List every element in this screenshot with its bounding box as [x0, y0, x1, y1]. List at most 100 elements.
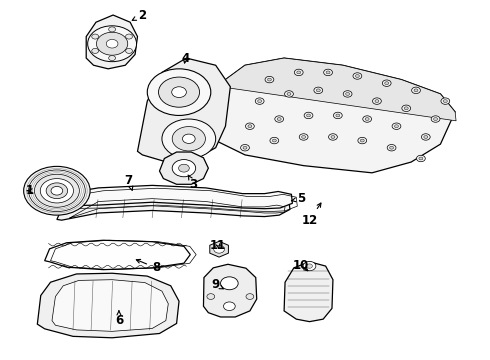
- Circle shape: [363, 116, 371, 122]
- Circle shape: [285, 91, 294, 97]
- Circle shape: [109, 55, 116, 60]
- Circle shape: [40, 179, 74, 203]
- Circle shape: [245, 123, 254, 130]
- Circle shape: [329, 134, 337, 140]
- Polygon shape: [203, 264, 257, 317]
- Polygon shape: [206, 58, 455, 173]
- Circle shape: [394, 125, 398, 128]
- Circle shape: [297, 71, 301, 74]
- Circle shape: [414, 89, 418, 92]
- Circle shape: [302, 135, 306, 138]
- Circle shape: [345, 93, 349, 95]
- Circle shape: [299, 134, 308, 140]
- Circle shape: [304, 112, 313, 119]
- Circle shape: [248, 125, 252, 128]
- Circle shape: [159, 77, 199, 107]
- Circle shape: [214, 245, 224, 253]
- Circle shape: [404, 107, 408, 110]
- Circle shape: [372, 98, 381, 104]
- Circle shape: [265, 76, 274, 83]
- Circle shape: [243, 146, 247, 149]
- Circle shape: [324, 69, 332, 76]
- Circle shape: [333, 112, 342, 119]
- Polygon shape: [210, 241, 228, 257]
- Circle shape: [382, 80, 391, 86]
- Circle shape: [431, 116, 440, 122]
- Text: 7: 7: [124, 174, 133, 190]
- Circle shape: [220, 277, 238, 290]
- Circle shape: [125, 48, 132, 53]
- Circle shape: [172, 87, 186, 98]
- Circle shape: [125, 34, 132, 39]
- Circle shape: [392, 123, 401, 130]
- Circle shape: [375, 100, 379, 103]
- Circle shape: [434, 118, 438, 121]
- Polygon shape: [54, 185, 293, 209]
- Polygon shape: [52, 280, 168, 331]
- Circle shape: [182, 134, 195, 143]
- Circle shape: [270, 137, 279, 144]
- Circle shape: [314, 87, 323, 94]
- Polygon shape: [138, 58, 230, 162]
- Circle shape: [424, 135, 428, 138]
- Circle shape: [106, 40, 118, 48]
- Circle shape: [97, 32, 128, 55]
- Circle shape: [307, 264, 313, 268]
- Polygon shape: [86, 15, 138, 69]
- Circle shape: [441, 98, 450, 104]
- Circle shape: [387, 144, 396, 151]
- Circle shape: [172, 127, 205, 151]
- Text: 11: 11: [210, 239, 226, 252]
- Text: 4: 4: [181, 51, 190, 64]
- Circle shape: [51, 186, 63, 195]
- Circle shape: [365, 118, 369, 121]
- Circle shape: [419, 157, 423, 160]
- Polygon shape: [45, 240, 190, 270]
- Text: 10: 10: [293, 259, 309, 272]
- Circle shape: [147, 69, 211, 116]
- Polygon shape: [284, 262, 333, 321]
- Circle shape: [331, 135, 335, 138]
- Circle shape: [317, 89, 320, 92]
- Circle shape: [443, 100, 447, 103]
- Circle shape: [336, 114, 340, 117]
- Circle shape: [355, 75, 359, 77]
- Circle shape: [358, 137, 367, 144]
- Circle shape: [287, 93, 291, 95]
- Circle shape: [343, 91, 352, 97]
- Circle shape: [258, 100, 262, 103]
- Text: 5: 5: [292, 192, 305, 205]
- Text: 3: 3: [188, 175, 198, 191]
- Circle shape: [255, 98, 264, 104]
- Circle shape: [172, 159, 196, 177]
- Circle shape: [412, 87, 420, 94]
- Circle shape: [241, 144, 249, 151]
- Text: 6: 6: [115, 311, 123, 327]
- Circle shape: [109, 27, 116, 32]
- Circle shape: [402, 105, 411, 112]
- Circle shape: [46, 183, 68, 199]
- Polygon shape: [37, 273, 179, 338]
- Circle shape: [178, 164, 189, 172]
- Circle shape: [326, 71, 330, 74]
- Polygon shape: [57, 194, 290, 220]
- Circle shape: [28, 170, 85, 212]
- Circle shape: [268, 78, 271, 81]
- Circle shape: [88, 26, 137, 62]
- Circle shape: [360, 139, 364, 142]
- Circle shape: [246, 294, 254, 300]
- Circle shape: [275, 116, 284, 122]
- Circle shape: [416, 155, 425, 162]
- Text: 2: 2: [132, 9, 147, 22]
- Circle shape: [24, 166, 90, 215]
- Circle shape: [303, 261, 316, 271]
- Circle shape: [92, 34, 98, 39]
- Circle shape: [223, 302, 235, 311]
- Circle shape: [34, 174, 79, 207]
- Text: 8: 8: [136, 260, 160, 274]
- Circle shape: [307, 114, 311, 117]
- Circle shape: [294, 69, 303, 76]
- Circle shape: [277, 118, 281, 121]
- Polygon shape: [159, 152, 208, 184]
- Text: 12: 12: [301, 203, 321, 227]
